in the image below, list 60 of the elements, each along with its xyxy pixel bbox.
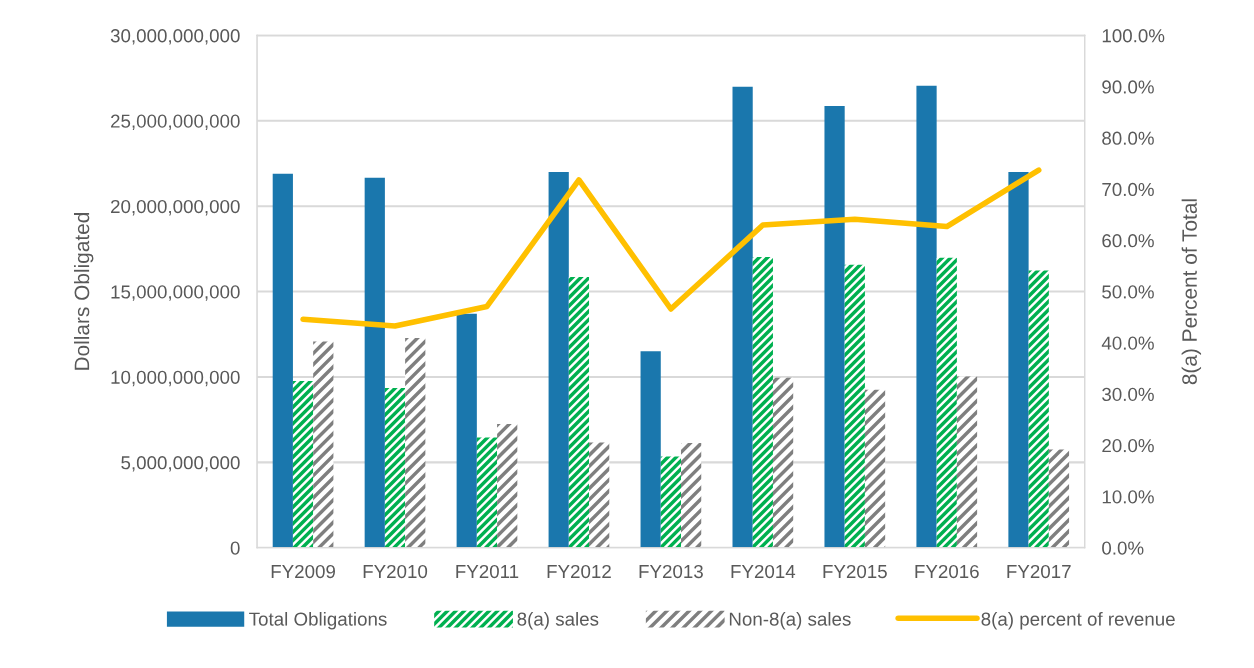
bar <box>640 351 661 548</box>
bar <box>589 442 610 548</box>
bar <box>660 456 682 548</box>
x-tick-label: FY2016 <box>915 564 979 579</box>
y-tick-label: 20,000,000,000 <box>111 199 240 216</box>
bar <box>732 86 753 548</box>
y2-axis-title: 8(a) Percent of Total <box>1181 199 1202 385</box>
bar <box>568 277 590 548</box>
y2-tick-label: 70.0% <box>1102 182 1154 197</box>
y-tick-label: 5,000,000,000 <box>121 456 240 472</box>
y2-tick-label: 60.0% <box>1102 234 1154 248</box>
x-tick-label: FY2009 <box>271 564 335 579</box>
y2-tick-label: 50.0% <box>1102 285 1154 299</box>
x-tick-label: FY2014 <box>731 564 796 579</box>
bar <box>548 172 569 548</box>
bar <box>456 313 477 548</box>
bar <box>292 381 314 548</box>
bar <box>1008 172 1029 548</box>
y-tick-label: 25,000,000,000 <box>111 114 240 130</box>
bar <box>864 389 886 548</box>
legend-label: 8(a) percent of revenue <box>981 611 1175 630</box>
y-tick-label: 30,000,000,000 <box>110 29 240 45</box>
legend-label: 8(a) sales <box>517 611 599 630</box>
bar <box>272 173 293 548</box>
bar <box>681 443 702 548</box>
y-tick-label: 0 <box>230 541 240 555</box>
bar <box>772 377 794 548</box>
y2-tick-label: 80.0% <box>1102 131 1154 145</box>
legend-label: Non-8(a) sales <box>729 611 851 630</box>
bar <box>752 257 773 548</box>
y2-tick-label: 0.0% <box>1102 541 1144 555</box>
bar <box>1028 270 1049 548</box>
bar <box>364 177 385 548</box>
bar <box>497 424 518 548</box>
x-tick-label: FY2013 <box>639 564 703 579</box>
y-tick-label: 10,000,000,000 <box>111 370 240 387</box>
y-axis-title: Dollars Obligated <box>73 213 94 370</box>
bar <box>313 341 334 548</box>
bar <box>476 437 498 548</box>
bar <box>956 376 978 548</box>
legend-label: Total Obligations <box>249 611 387 630</box>
y-tick-label: 15,000,000,000 <box>111 285 240 301</box>
bar <box>405 338 426 548</box>
bar <box>916 85 937 548</box>
bar <box>1048 449 1070 548</box>
bar <box>384 388 406 548</box>
y2-tick-label: 40.0% <box>1101 336 1154 350</box>
y2-tick-label: 20.0% <box>1102 438 1154 453</box>
bar <box>936 257 957 548</box>
bar <box>844 264 865 548</box>
y2-tick-label: 90.0% <box>1102 80 1154 94</box>
y2-tick-label: 10.0% <box>1102 490 1154 504</box>
y2-tick-label: 30.0% <box>1102 387 1154 402</box>
x-tick-label: FY2010 <box>363 564 428 579</box>
x-tick-label: FY2012 <box>547 564 611 579</box>
bar <box>824 106 845 548</box>
x-tick-label: FY2015 <box>823 564 887 579</box>
x-tick-label: FY2011 <box>456 564 519 579</box>
y2-tick-label: 100.0% <box>1102 29 1165 43</box>
x-tick-label: FY2017 <box>1007 564 1071 579</box>
